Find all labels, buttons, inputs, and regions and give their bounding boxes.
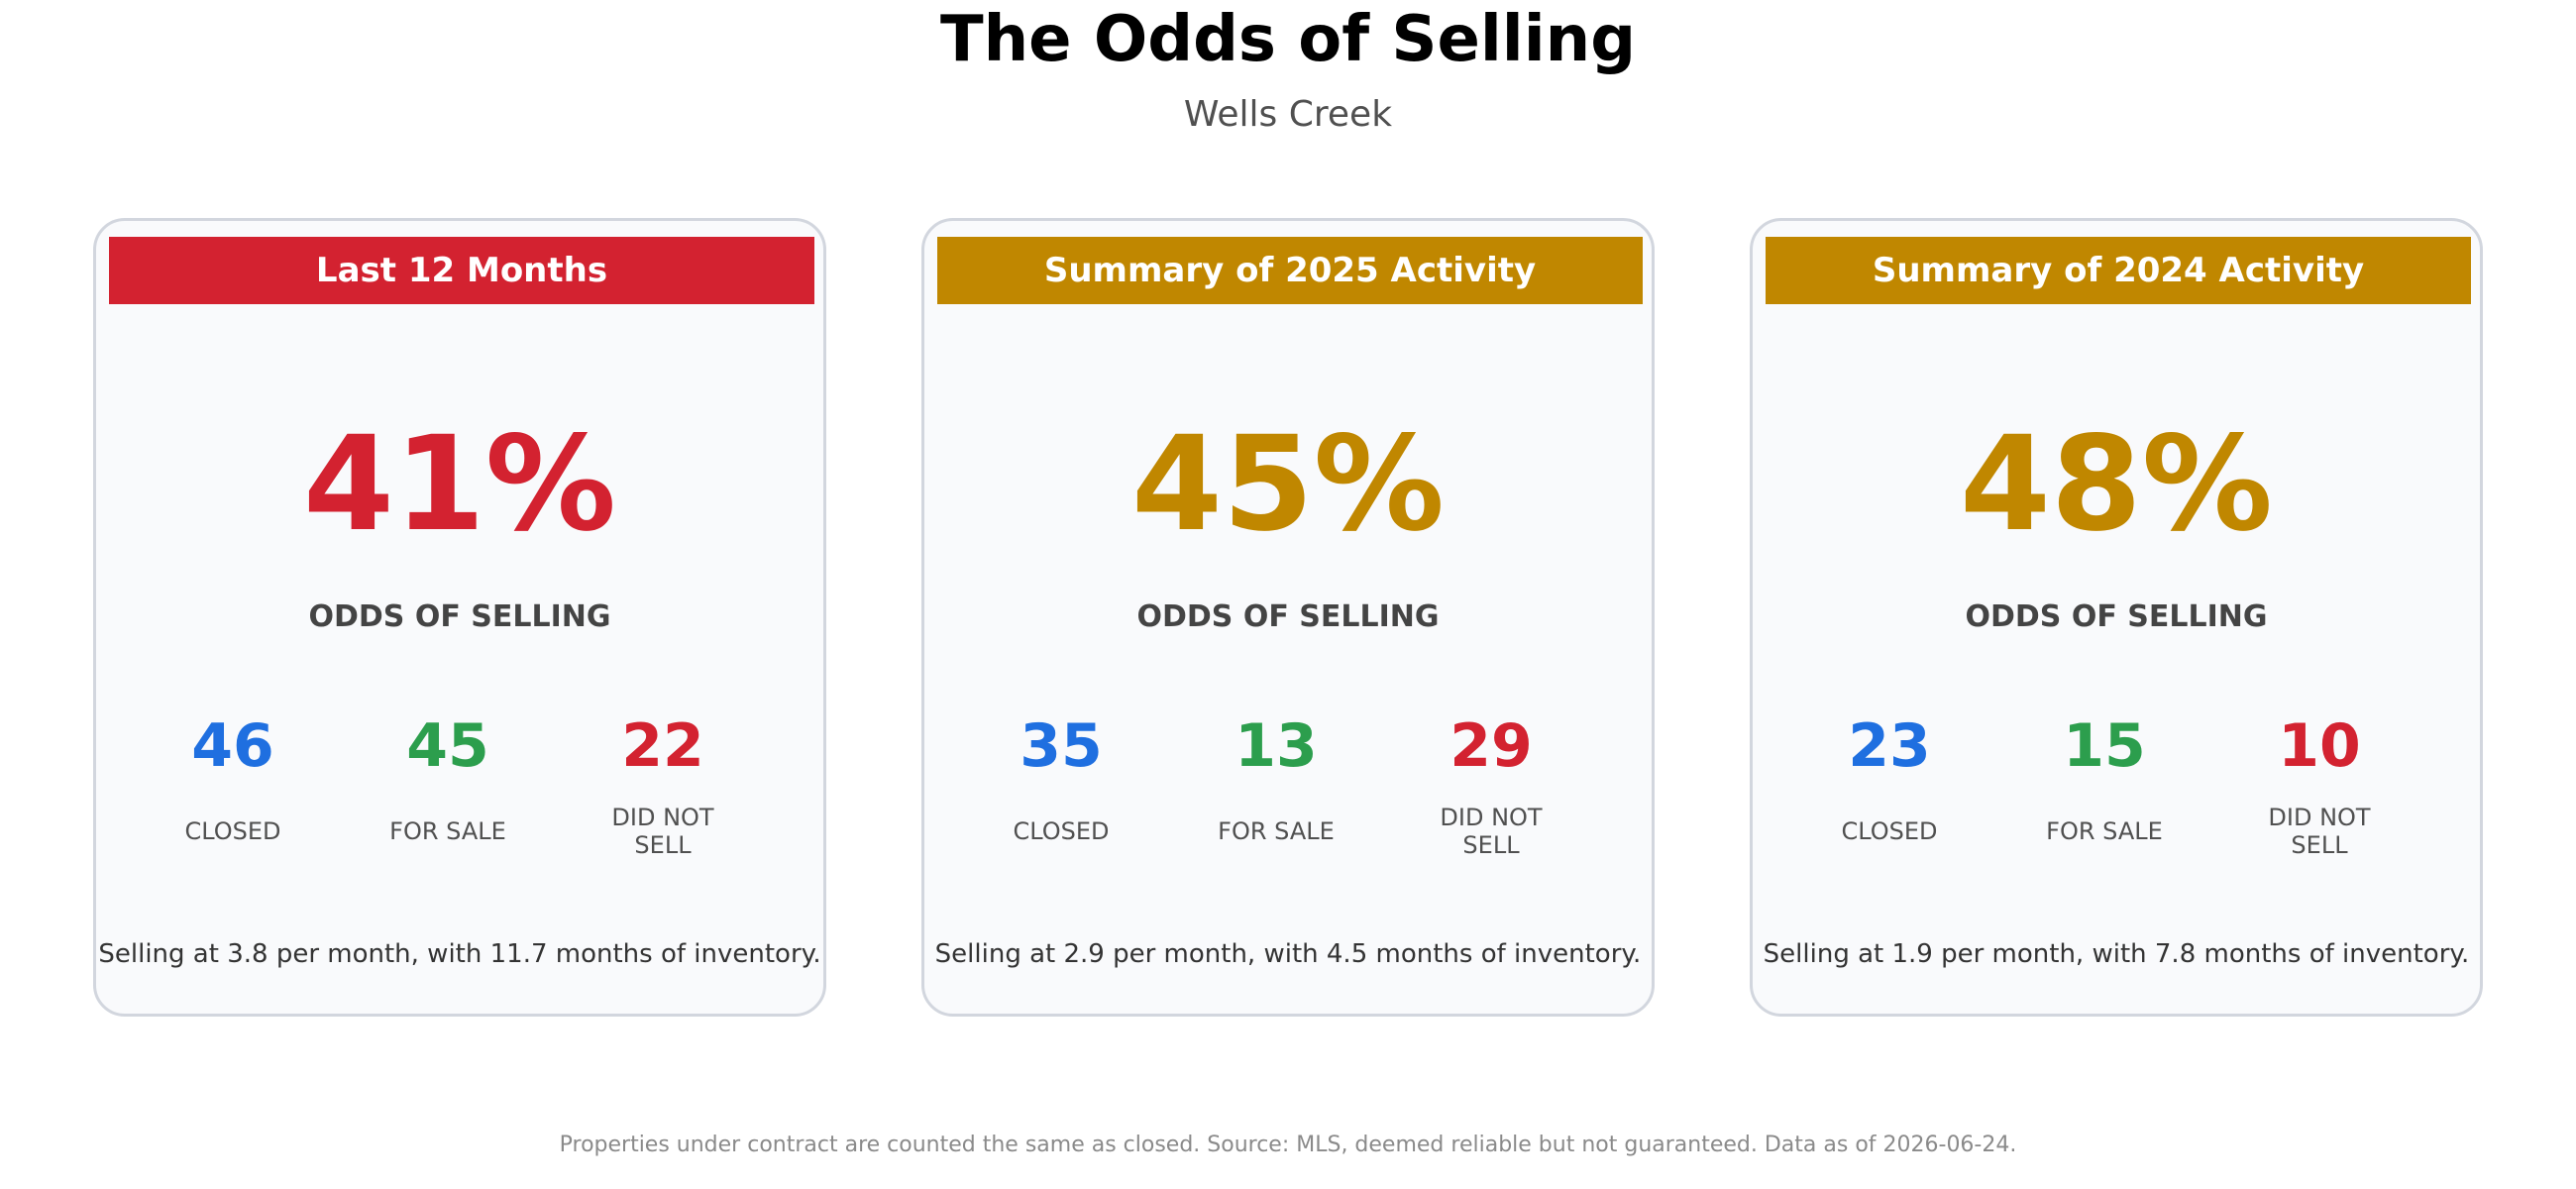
stat-closed: 35 CLOSED	[952, 706, 1170, 859]
odds-percentage: 45%	[1131, 408, 1445, 561]
odds-card-last-12-months: Last 12 Months 41% ODDS OF SELLING 46 CL…	[93, 218, 826, 1017]
did-not-sell-count: 22	[621, 711, 704, 781]
for-sale-count: 15	[2063, 711, 2146, 781]
closed-count: 46	[191, 711, 274, 781]
odds-label: ODDS OF SELLING	[1136, 599, 1440, 634]
stat-for-sale: 45 FOR SALE	[339, 706, 557, 859]
did-not-sell-count: 10	[2278, 711, 2361, 781]
for-sale-count: 45	[406, 711, 489, 781]
odds-percentage: 48%	[1960, 408, 2273, 561]
odds-percentage: 41%	[303, 408, 616, 561]
stat-for-sale: 13 FOR SALE	[1167, 706, 1385, 859]
for-sale-count: 13	[1234, 711, 1318, 781]
closed-label: CLOSED	[1841, 817, 1938, 845]
for-sale-label: FOR SALE	[1218, 817, 1335, 845]
card-header: Last 12 Months	[109, 237, 814, 304]
closed-label: CLOSED	[184, 817, 281, 845]
did-not-sell-label: DID NOT SELL	[2268, 804, 2371, 859]
card-header: Summary of 2024 Activity	[1766, 237, 2471, 304]
did-not-sell-count: 29	[1449, 711, 1533, 781]
footer-note: Properties under contract are counted th…	[559, 1133, 2017, 1157]
card-header: Summary of 2025 Activity	[937, 237, 1643, 304]
summary-text: Selling at 2.9 per month, with 4.5 month…	[934, 939, 1642, 969]
page-subtitle: Wells Creek	[1183, 94, 1393, 135]
odds-label: ODDS OF SELLING	[1965, 599, 2268, 634]
page-title: The Odds of Selling	[939, 3, 1637, 76]
stat-did-not-sell: 22 DID NOT SELL	[554, 706, 772, 859]
stat-did-not-sell: 10 DID NOT SELL	[2210, 706, 2428, 859]
closed-label: CLOSED	[1013, 817, 1110, 845]
summary-text: Selling at 3.8 per month, with 11.7 mont…	[98, 939, 821, 969]
closed-count: 23	[1848, 711, 1931, 781]
stat-closed: 46 CLOSED	[124, 706, 342, 859]
stat-did-not-sell: 29 DID NOT SELL	[1382, 706, 1600, 859]
odds-card-2024: Summary of 2024 Activity 48% ODDS OF SEL…	[1750, 218, 2483, 1017]
summary-text: Selling at 1.9 per month, with 7.8 month…	[1763, 939, 2470, 969]
did-not-sell-label: DID NOT SELL	[1440, 804, 1543, 859]
odds-label: ODDS OF SELLING	[308, 599, 611, 634]
did-not-sell-label: DID NOT SELL	[611, 804, 714, 859]
for-sale-label: FOR SALE	[2046, 817, 2163, 845]
stat-for-sale: 15 FOR SALE	[1995, 706, 2213, 859]
closed-count: 35	[1020, 711, 1103, 781]
for-sale-label: FOR SALE	[389, 817, 506, 845]
stat-closed: 23 CLOSED	[1780, 706, 1998, 859]
odds-card-2025: Summary of 2025 Activity 45% ODDS OF SEL…	[921, 218, 1655, 1017]
